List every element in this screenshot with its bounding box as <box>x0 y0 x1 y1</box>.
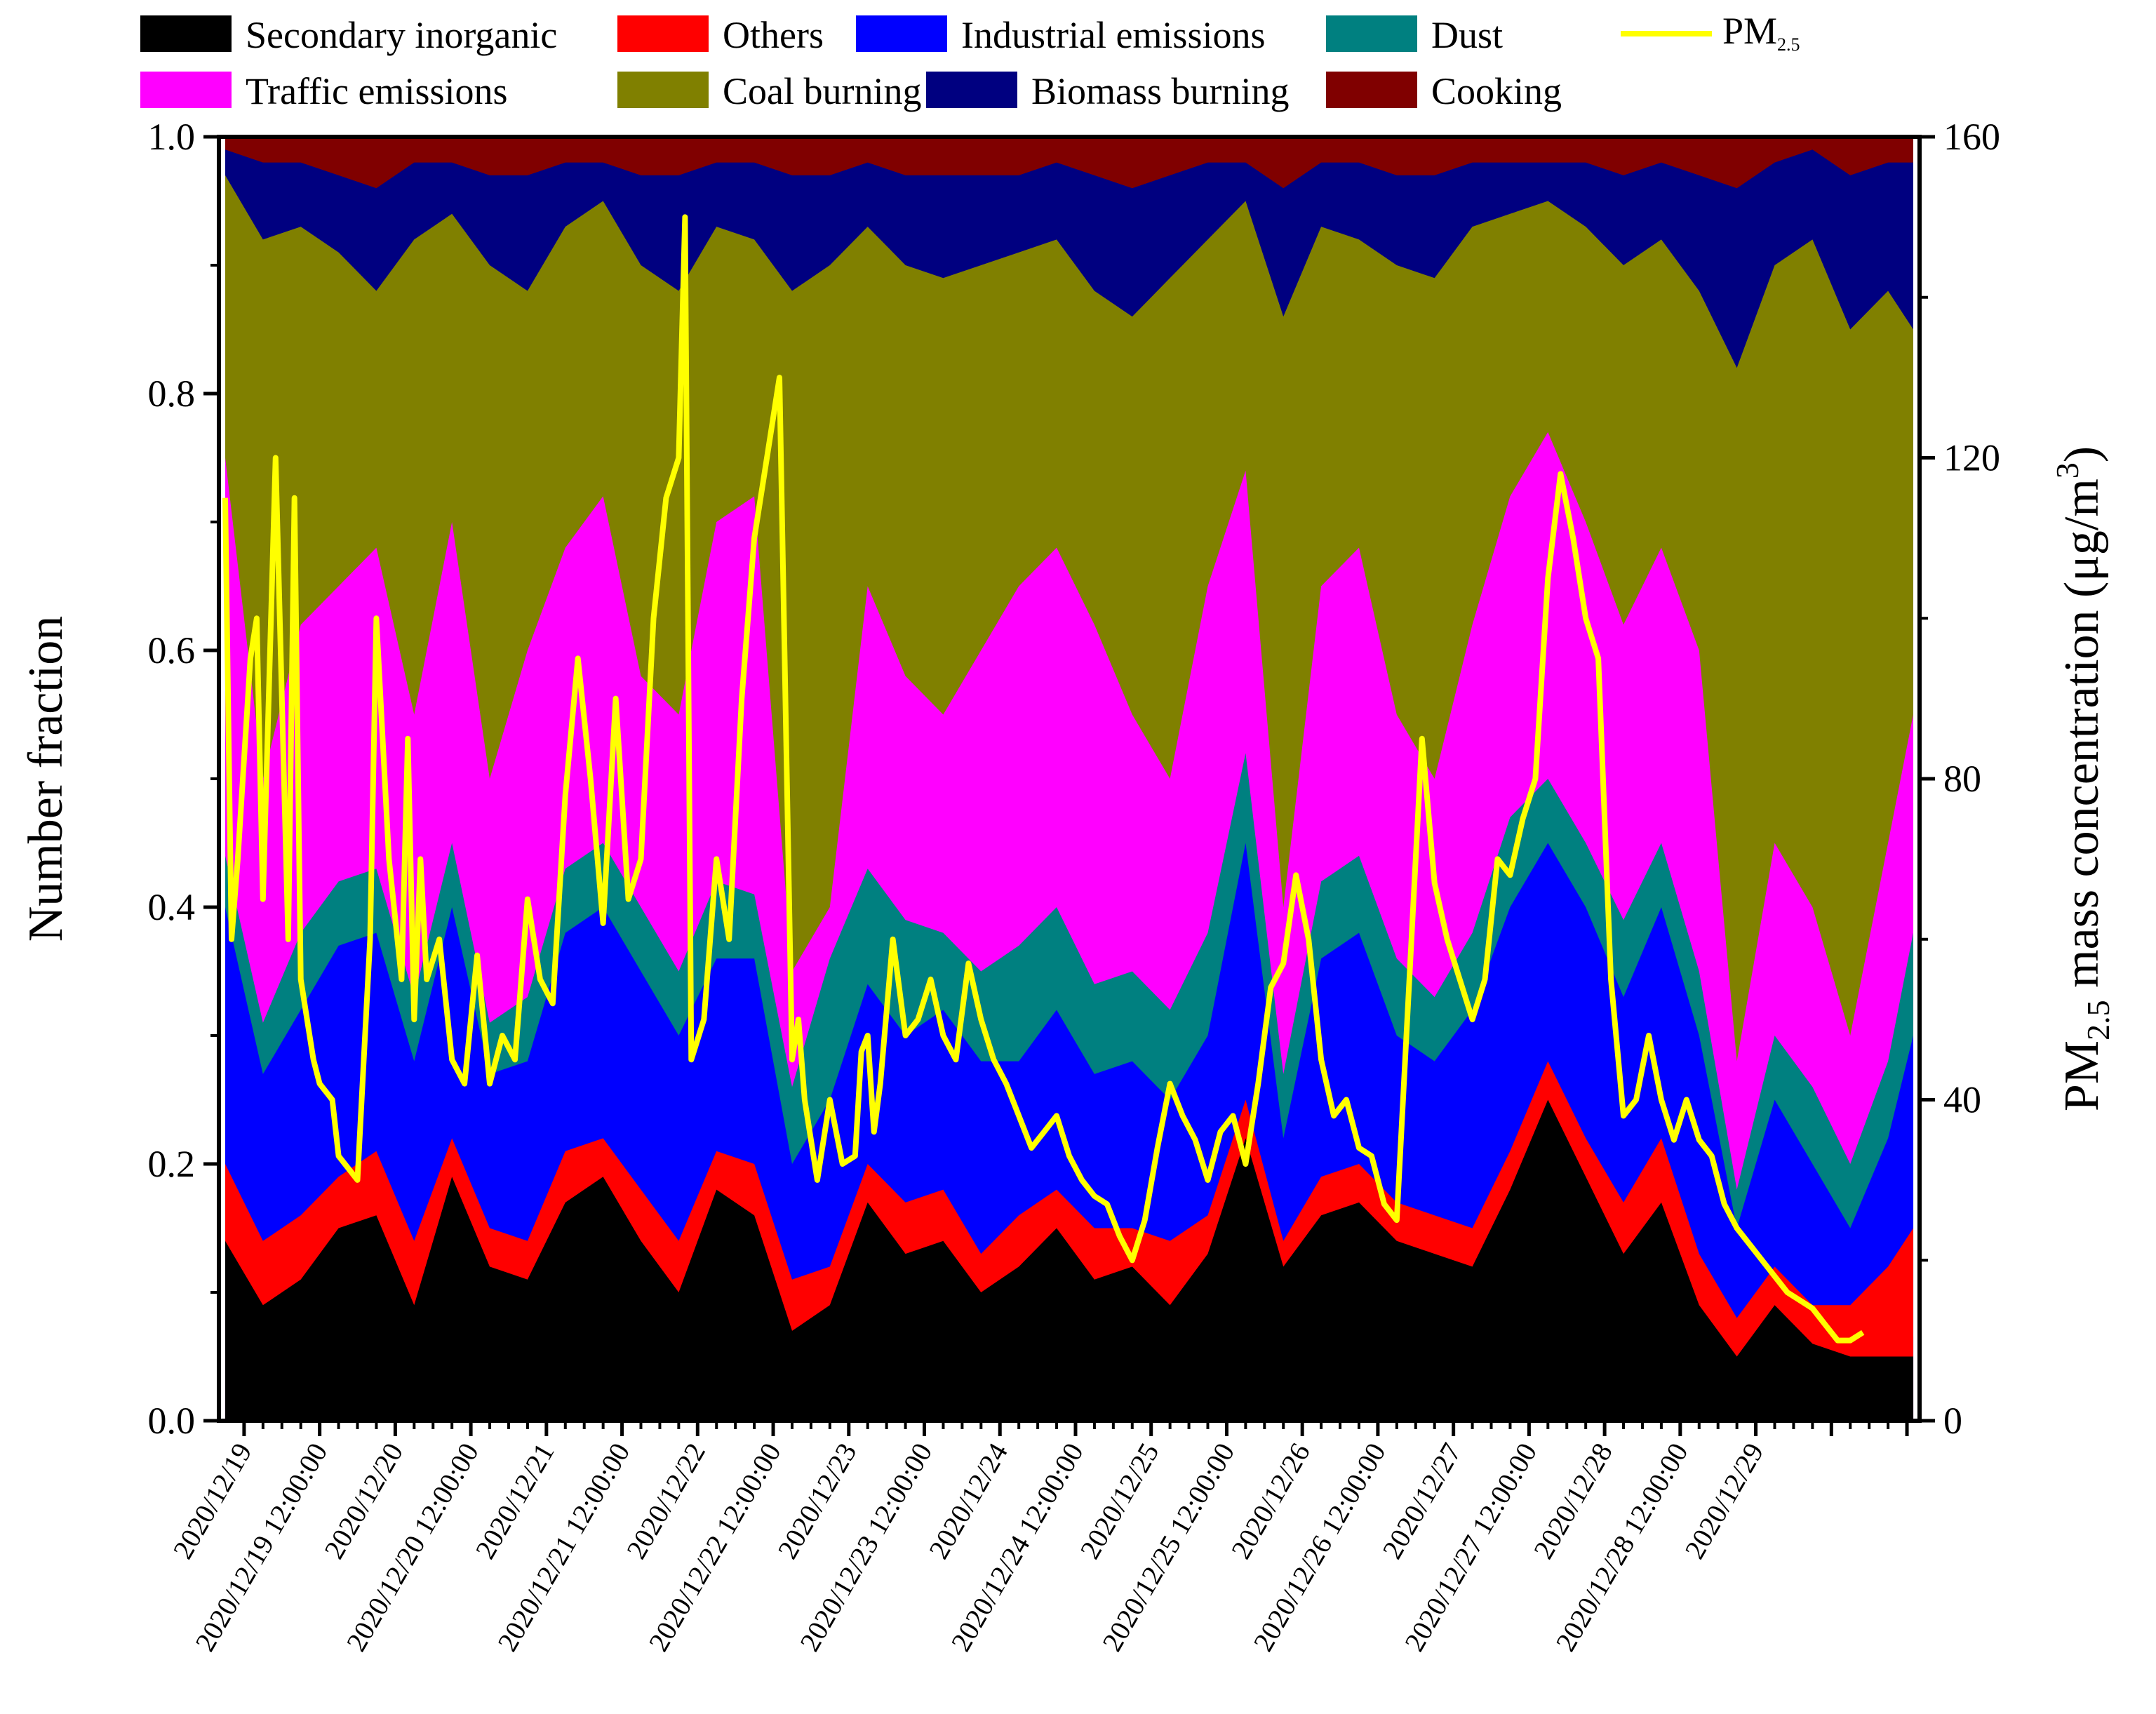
legend-swatch <box>617 72 709 108</box>
legend-item-others: Others <box>617 14 824 56</box>
y-right-tick-label: 120 <box>1943 437 2000 479</box>
legend: Secondary inorganic Others Industrial emis… <box>140 10 1800 112</box>
legend-label: Secondary inorganic <box>246 14 557 56</box>
area-secondary-inorganic <box>225 1099 1914 1421</box>
x-tick-label: 2020/12/24 12:00:00 <box>945 1438 1090 1656</box>
y-axis-right-title: PM2.5 mass concentration (μg/m3) <box>2049 446 2116 1111</box>
y-right-tick-label: 80 <box>1943 758 1981 800</box>
legend-label: Coal burning <box>723 70 921 112</box>
legend-swatch <box>1326 72 1417 108</box>
legend-item-dust: Dust <box>1326 14 1503 56</box>
stacked-areas <box>225 137 1914 1421</box>
y-left-tick-label: 0.4 <box>148 886 196 928</box>
x-tick-label: 2020/12/22 12:00:00 <box>643 1438 787 1656</box>
y-right-tick-label: 0 <box>1943 1400 1962 1442</box>
y-axis-left-title: Number fraction <box>19 616 73 942</box>
y-left-tick-label: 0.8 <box>148 373 196 415</box>
pm25-line <box>222 214 1865 1344</box>
legend-swatch <box>856 15 947 52</box>
y-right-tick-label: 160 <box>1943 116 2000 158</box>
x-tick-label: 2020/12/20 12:00:00 <box>340 1438 485 1656</box>
legend-swatch <box>140 15 232 52</box>
y-left-tick-label: 0.6 <box>148 629 196 671</box>
y-left-tick-label: 0.0 <box>148 1400 196 1442</box>
legend-swatch <box>926 72 1017 108</box>
x-tick-label: 2020/12/21 12:00:00 <box>491 1438 636 1656</box>
legend-item-cooking: Cooking <box>1326 70 1562 112</box>
legend-swatch <box>1326 15 1417 52</box>
x-tick-label: 2020/12/25 12:00:00 <box>1096 1438 1240 1656</box>
legend-item-coal-burning: Coal burning <box>617 70 921 112</box>
legend-label: Traffic emissions <box>246 70 508 112</box>
legend-label: Industrial emissions <box>961 14 1265 56</box>
legend-item-industrial-emissions: Industrial emissions <box>856 14 1265 56</box>
x-tick-label: 2020/12/23 12:00:00 <box>794 1438 938 1656</box>
y-left-tick-label: 0.2 <box>148 1143 196 1185</box>
legend-item-secondary-inorganic: Secondary inorganic <box>140 14 557 56</box>
legend-item-biomass-burning: Biomass burning <box>926 70 1290 112</box>
legend-label: Biomass burning <box>1031 70 1290 112</box>
pm25-line-layer <box>222 214 1865 1344</box>
x-tick-label: 2020/12/19 12:00:00 <box>189 1438 333 1656</box>
x-tick-label: 2020/12/26 12:00:00 <box>1247 1438 1392 1656</box>
legend-label: PM2.5 <box>1722 10 1800 55</box>
plot-area <box>222 137 1914 1421</box>
y-left-tick-label: 1.0 <box>148 116 196 158</box>
x-tick-label: 2020/12/27 12:00:00 <box>1398 1438 1543 1656</box>
legend-swatch <box>617 15 709 52</box>
legend-item-pm2-5: PM2.5 <box>1621 10 1800 55</box>
x-tick-label: 2020/12/28 12:00:00 <box>1549 1438 1694 1656</box>
legend-swatch <box>140 72 232 108</box>
legend-label: Dust <box>1431 14 1503 56</box>
legend-label: Cooking <box>1431 70 1562 112</box>
y-right-tick-label: 40 <box>1943 1079 1981 1121</box>
legend-item-traffic-emissions: Traffic emissions <box>140 70 508 112</box>
legend-label: Others <box>723 14 824 56</box>
